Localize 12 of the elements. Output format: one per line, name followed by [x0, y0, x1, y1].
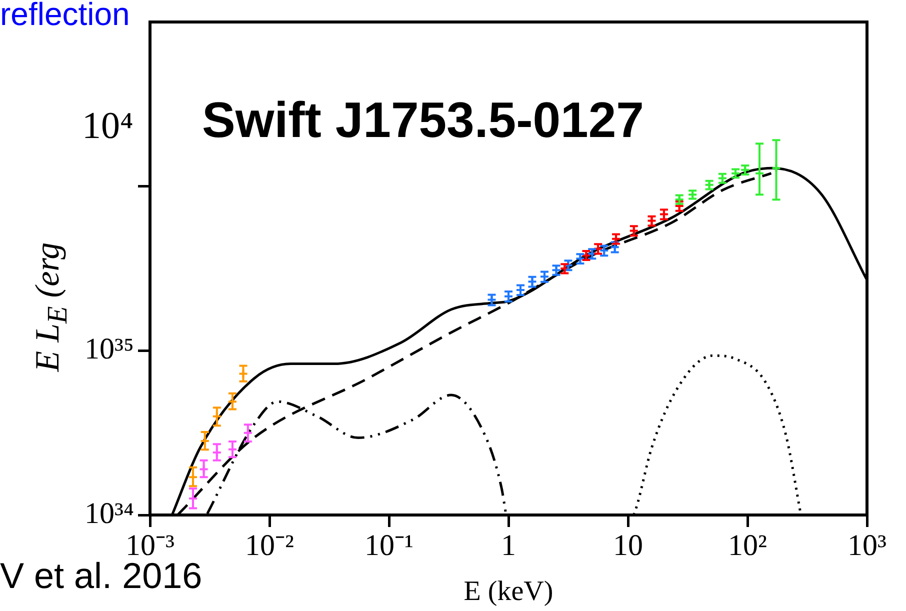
x-axis-title: E (keV) [464, 576, 554, 607]
x-tick-label: 10⁻¹ [364, 528, 414, 562]
text: 10⁴ [82, 104, 134, 148]
x-tick-label: 10 [613, 528, 643, 562]
y-tick-label: 10³⁴ [84, 496, 134, 530]
y-tick-label: 10³⁵ [84, 332, 134, 366]
x-tick-label: 10³ [848, 528, 886, 562]
x-tick-label: 10² [728, 528, 767, 562]
x-tick-label: 1 [501, 528, 516, 562]
text: Swift J1753.5-0127 [202, 92, 644, 148]
text: reflection [0, 0, 130, 33]
x-tick-label: 10⁻² [245, 528, 294, 562]
